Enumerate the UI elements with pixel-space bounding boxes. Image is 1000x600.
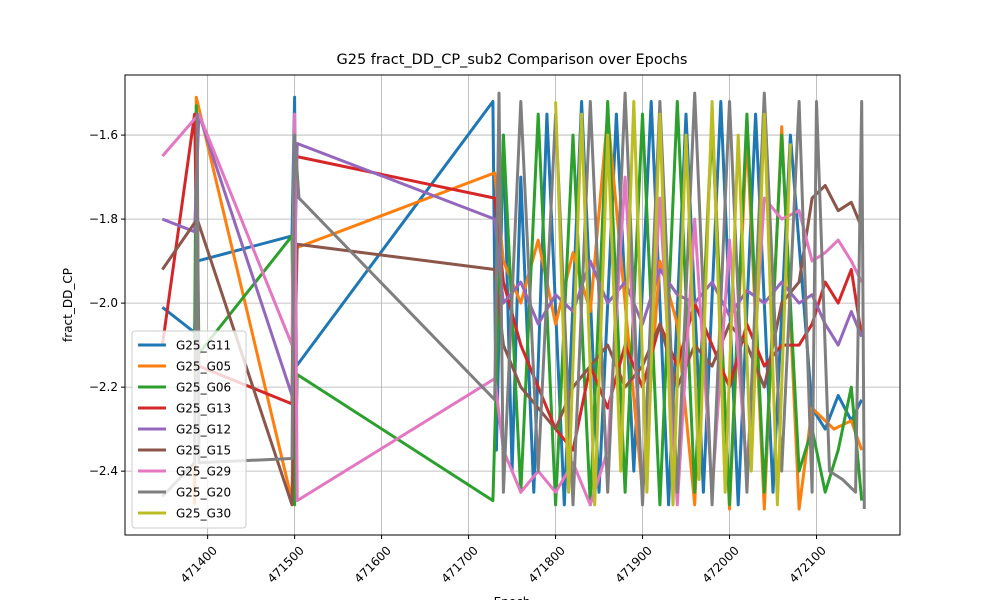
legend-label: G25_G20	[176, 486, 231, 500]
legend-label: G25_G06	[176, 381, 231, 395]
x-tick-label: 471700	[439, 543, 481, 585]
x-tick-label: 472100	[787, 543, 829, 585]
chart-title: G25 fract_DD_CP_sub2 Comparison over Epo…	[337, 52, 688, 68]
y-tick-label: −2.2	[89, 380, 118, 394]
legend-label: G25_G12	[176, 423, 231, 437]
legend-label: G25_G11	[176, 339, 231, 353]
legend-label: G25_G29	[176, 465, 231, 479]
y-axis-label: fract_DD_CP	[61, 268, 75, 342]
legend-label: G25_G05	[176, 360, 231, 374]
y-tick-label: −2.4	[89, 464, 118, 478]
x-tick-label: 472000	[700, 543, 742, 585]
x-tick-label: 471500	[265, 543, 307, 585]
series-line	[161, 91, 866, 510]
x-tick-label: 471400	[178, 543, 220, 585]
legend-box	[131, 330, 247, 529]
legend-label: G25_G15	[176, 444, 231, 458]
y-tick-label: −1.8	[89, 212, 118, 226]
x-tick-label: 471600	[352, 543, 394, 585]
y-tick-label: −1.6	[89, 128, 118, 142]
x-tick-label: 471900	[613, 543, 655, 585]
x-tick-label: 471800	[526, 543, 568, 585]
series-line	[554, 100, 792, 507]
plot-frame	[124, 74, 901, 536]
x-axis-label: Epoch	[494, 595, 531, 600]
legend-label: G25_G13	[176, 402, 231, 416]
y-tick-label: −2.0	[89, 296, 118, 310]
legend-label: G25_G30	[176, 507, 231, 521]
